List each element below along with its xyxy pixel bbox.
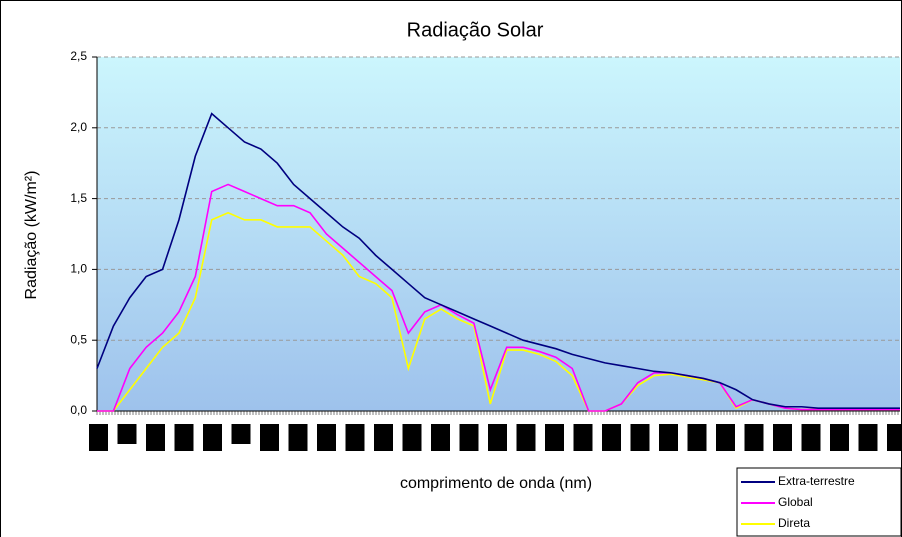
legend-label: Global (778, 495, 813, 509)
redacted-label (117, 424, 137, 444)
redacted-label (887, 424, 902, 451)
redacted-label (89, 424, 108, 451)
redacted-label (801, 424, 821, 451)
redacted-label (516, 424, 536, 451)
y-axis-label: Radiação (kW/m²) (23, 171, 40, 300)
redacted-label (203, 424, 222, 451)
legend-label: Direta (778, 516, 810, 530)
chart-title: Radiação Solar (407, 19, 544, 41)
y-tick-label: 0,0 (70, 403, 87, 417)
redacted-label (431, 424, 450, 451)
redacted-label (231, 424, 251, 444)
redacted-label (260, 424, 279, 451)
y-tick-label: 2,0 (70, 120, 87, 134)
redacted-label (773, 424, 792, 451)
redacted-label (630, 424, 650, 451)
redacted-label (830, 424, 849, 451)
redacted-label (488, 424, 507, 451)
redacted-label (659, 424, 678, 451)
redacted-label (573, 424, 593, 451)
y-tick-label: 0,5 (70, 332, 87, 346)
redacted-label (345, 424, 365, 451)
redacted-label (174, 424, 194, 451)
redacted-label (288, 424, 308, 451)
y-tick-label: 2,5 (70, 49, 87, 63)
redacted-label (858, 424, 878, 451)
redacted-label (146, 424, 165, 451)
redacted-label (687, 424, 707, 451)
redacted-label (317, 424, 336, 451)
series-line (96, 112, 900, 409)
legend-label: Extra-terrestre (778, 474, 855, 488)
redacted-label (716, 424, 735, 451)
plot-area (97, 57, 900, 411)
x-axis-label: comprimento de onda (nm) (400, 475, 592, 492)
redacted-label (374, 424, 393, 451)
y-tick-label: 1,5 (70, 191, 87, 205)
redacted-label (602, 424, 621, 451)
redacted-label (402, 424, 422, 451)
y-tick-label: 1,0 (70, 262, 87, 276)
redacted-label (545, 424, 564, 451)
redacted-label (459, 424, 479, 451)
redacted-label (744, 424, 764, 451)
